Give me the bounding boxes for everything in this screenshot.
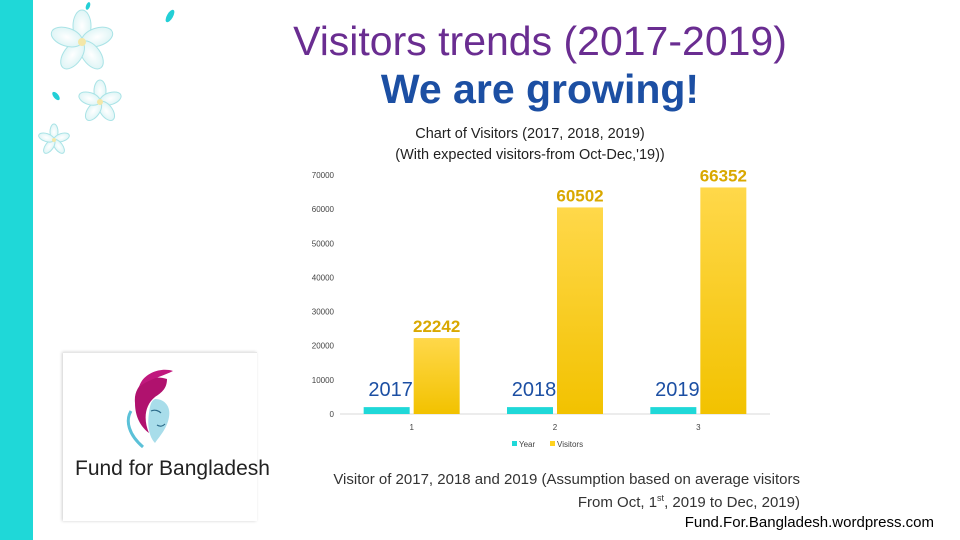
y-tick-label: 20000: [312, 342, 335, 351]
legend-swatch: [550, 441, 555, 446]
y-tick-label: 40000: [312, 273, 335, 282]
y-tick-label: 0: [330, 410, 335, 419]
year-label: 2017: [368, 379, 413, 401]
y-tick-label: 60000: [312, 205, 335, 214]
slide-subtitle: We are growing!: [380, 66, 700, 112]
caption-line2: From Oct, 1st, 2019 to Dec, 2019): [577, 493, 800, 511]
visitors-bar: [557, 207, 603, 414]
legend-swatch: [512, 441, 517, 446]
caption-line1: Visitor of 2017, 2018 and 2019 (Assumpti…: [333, 471, 800, 488]
visitors-data-label: 22242: [413, 317, 460, 336]
logo-card: Fund for Bangladesh: [63, 352, 270, 521]
y-tick-label: 50000: [312, 239, 335, 248]
y-tick-label: 10000: [312, 376, 335, 385]
year-label: 2019: [655, 379, 700, 401]
y-tick-label: 30000: [312, 308, 335, 317]
year-bar: [507, 407, 553, 414]
chart-title: Chart of Visitors (2017, 2018, 2019) (Wi…: [300, 124, 760, 166]
legend-label: Year: [519, 440, 536, 449]
visitors-data-label: 66352: [700, 166, 747, 185]
x-category-label: 2: [553, 423, 558, 432]
logo-text: Fund for Bangladesh: [75, 457, 270, 480]
x-category-label: 3: [696, 423, 701, 432]
website-link[interactable]: Fund.For.Bangladesh.wordpress.com: [684, 514, 934, 531]
legend-label: Visitors: [557, 440, 583, 449]
flower-decoration-icon: [38, 2, 175, 154]
left-accent-bar: [0, 0, 33, 540]
year-label: 2018: [512, 379, 557, 401]
visitors-bar: [700, 187, 747, 414]
year-bar: [650, 407, 697, 414]
slide-title: Visitors trends (2017-2019): [293, 18, 787, 64]
chart-title-line1: Chart of Visitors (2017, 2018, 2019): [415, 126, 645, 142]
x-category-label: 1: [409, 423, 414, 432]
visitors-bar-chart: 0 10000 20000 30000 40000 50000 60000 70000 2224…: [312, 166, 770, 449]
visitors-bar: [413, 338, 460, 414]
visitors-data-label: 60502: [556, 186, 603, 205]
woman-face-logo-icon: [126, 369, 173, 449]
y-tick-label: 70000: [312, 171, 335, 180]
year-bar: [363, 407, 410, 414]
chart-title-line2: (With expected visitors-from Oct-Dec,'19…: [395, 147, 665, 163]
chart-caption: Visitor of 2017, 2018 and 2019 (Assumpti…: [298, 470, 800, 512]
